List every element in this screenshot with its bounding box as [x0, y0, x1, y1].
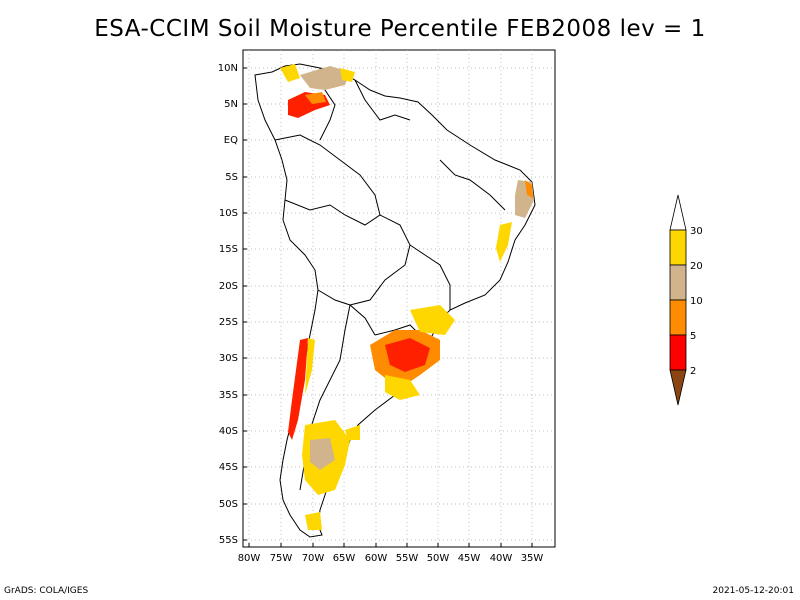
- legend-swatch: [669, 299, 687, 336]
- color-legend: 30 20 10 5 2: [669, 194, 703, 406]
- lon-tick-label: 60W: [365, 553, 388, 564]
- lat-tick-label: 5S: [225, 172, 238, 183]
- lon-tick-label: 40W: [490, 553, 513, 564]
- legend-swatch: [669, 264, 687, 301]
- footer-credit: GrADS: COLA/IGES: [4, 586, 89, 596]
- lat-tick-label: 30S: [219, 353, 238, 364]
- data-patches: [280, 64, 534, 530]
- lat-tick-label: 35S: [219, 390, 238, 401]
- lat-tick-label: 15S: [219, 244, 238, 255]
- legend-level-label: 20: [690, 261, 703, 272]
- legend-swatch: [669, 334, 687, 371]
- lat-tick-label: 50S: [219, 499, 238, 510]
- lat-tick-label: EQ: [224, 135, 238, 146]
- lon-tick-label: 65W: [333, 553, 356, 564]
- lon-tick-label: 35W: [521, 553, 544, 564]
- legend-level-label: 2: [690, 366, 696, 377]
- lat-tick-label: 20S: [219, 281, 238, 292]
- lon-tick-label: 75W: [270, 553, 293, 564]
- lat-tick-label: 10S: [219, 208, 238, 219]
- legend-arrow-top: [669, 194, 687, 231]
- legend-swatch: [669, 229, 687, 266]
- lon-tick-label: 45W: [458, 553, 481, 564]
- map-title: ESA-CCIM Soil Moisture Percentile FEB200…: [94, 16, 706, 42]
- plot-frame: [242, 49, 556, 548]
- lat-tick-label: 5N: [224, 99, 238, 110]
- lon-tick-label: 50W: [427, 553, 450, 564]
- lat-tick-label: 45S: [219, 462, 238, 473]
- lon-tick-label: 55W: [396, 553, 419, 564]
- legend-level-label: 10: [690, 296, 703, 307]
- legend-level-label: 30: [690, 226, 703, 237]
- legend-arrow-bottom: [669, 369, 687, 406]
- lat-tick-label: 40S: [219, 426, 238, 437]
- lon-tick-label: 70W: [302, 553, 325, 564]
- lat-tick-label: 10N: [218, 63, 238, 74]
- lon-tick-label: 80W: [238, 553, 261, 564]
- longitude-axis: 80W 75W 70W 65W 60W 55W 50W 45W 40W 35W: [238, 543, 544, 564]
- lat-tick-label: 55S: [219, 535, 238, 546]
- footer-timestamp: 2021-05-12-20:01: [712, 586, 795, 596]
- legend-level-label: 5: [690, 331, 696, 342]
- latitude-axis: 10N 5N EQ 5S 10S 15S 20S 25S 30S 35S 40S 45S 50S 55S: [218, 63, 247, 546]
- lat-tick-label: 25S: [219, 317, 238, 328]
